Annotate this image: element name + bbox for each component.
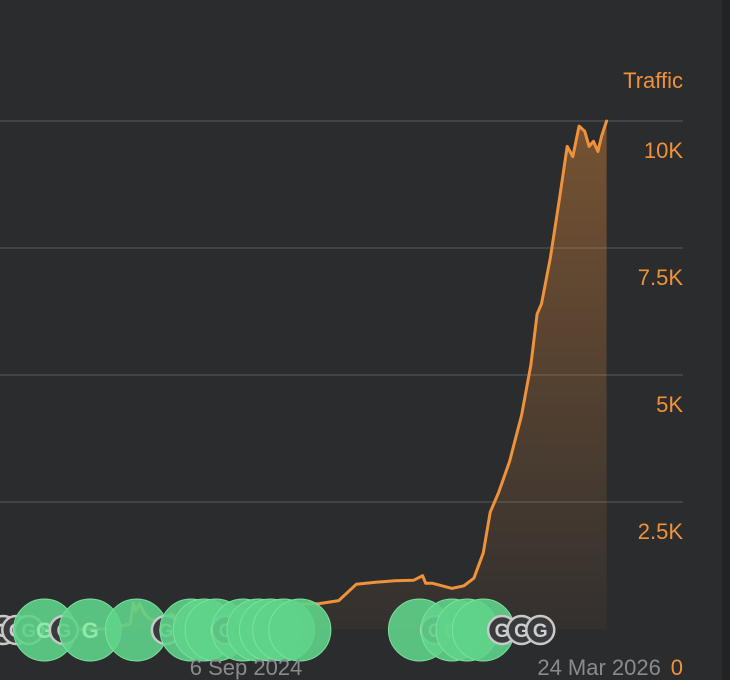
event-marker-label: G [82,618,99,643]
x-tick-label: 6 Sep 2024 [190,655,303,680]
event-marker-green [268,598,332,662]
event-marker-label: G [533,621,548,642]
y-axis-title: Traffic [623,68,683,93]
event-marker-label: G [495,621,510,642]
x-tick-label: 24 Mar 2026 [537,655,661,680]
series-area [0,121,607,629]
event-marker-label: G [514,621,529,642]
y-tick-label: 0 [671,655,683,680]
y-tick-label: 7.5K [638,265,684,290]
event-marker-label: G [36,618,53,643]
right-edge-strip [722,0,730,680]
y-tick-label: 5K [656,392,683,417]
y-tick-label: 10K [644,138,683,163]
event-marker-gray [525,614,556,646]
y-tick-label: 2.5K [638,519,684,544]
